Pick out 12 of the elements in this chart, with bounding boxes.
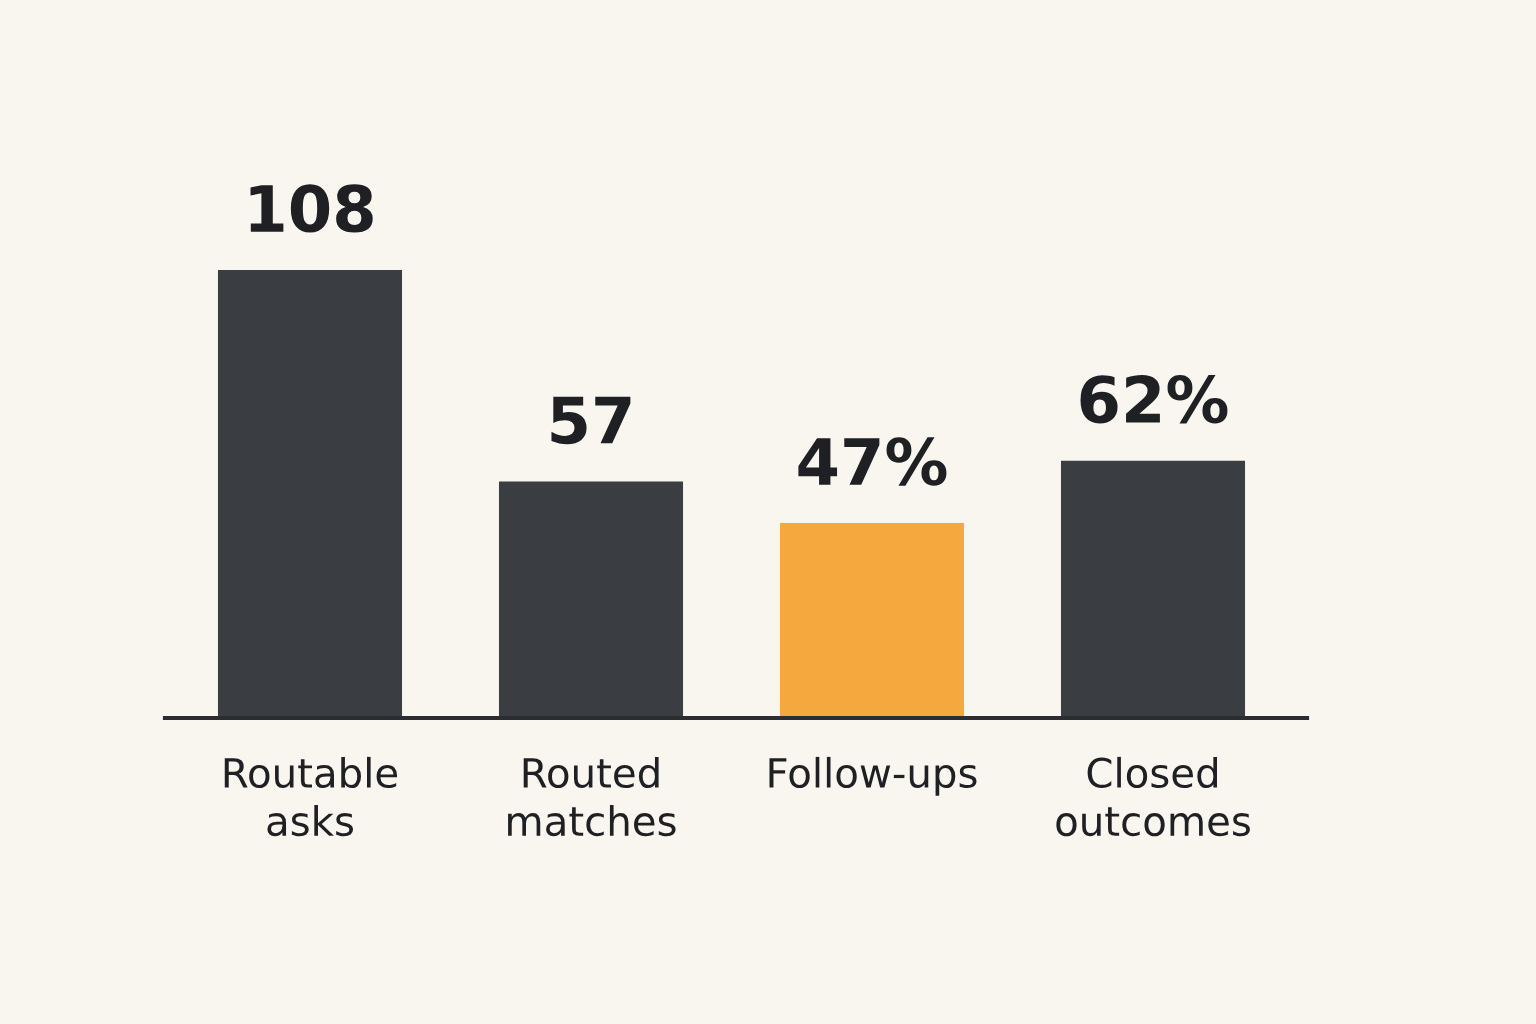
bar xyxy=(498,481,684,718)
x-tick-label: Routed matches xyxy=(508,756,676,837)
data-label: 62% xyxy=(1080,375,1228,424)
bar xyxy=(217,270,403,718)
bar xyxy=(779,523,965,718)
data-label: 108 xyxy=(250,184,373,233)
x-tick-label: Routable asks xyxy=(224,756,398,837)
data-label: 47% xyxy=(798,437,947,486)
bar xyxy=(1060,460,1246,718)
x-tick-label: Closed outcomes xyxy=(1056,756,1250,837)
data-label: 57 xyxy=(551,396,631,445)
x-tick-label: Follow-ups xyxy=(769,756,977,796)
